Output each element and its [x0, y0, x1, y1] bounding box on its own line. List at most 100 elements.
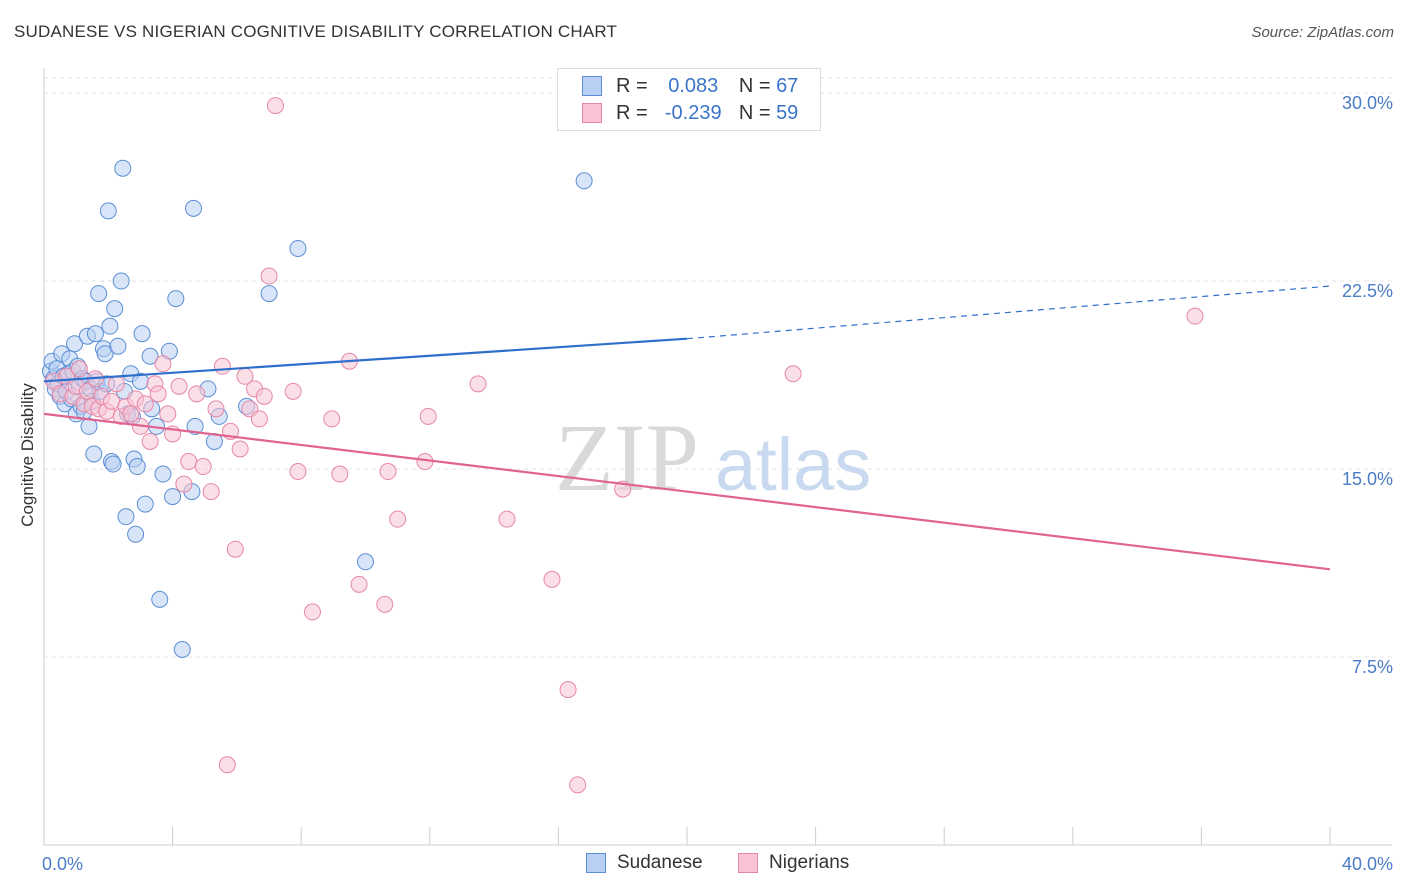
sudanese-point	[106, 300, 124, 318]
sudanese-point	[133, 325, 151, 343]
nigerian-point	[218, 756, 236, 774]
trend-line-nigerians	[43, 412, 1331, 571]
legend-r-label: R =	[616, 102, 648, 124]
stats-legend: R = 0.083 N = 67 R = -0.239 N = 59	[557, 68, 821, 131]
sudanese-point	[66, 335, 84, 353]
nigerian-point	[784, 365, 802, 383]
data-points	[41, 97, 1204, 794]
sudanese-point	[109, 337, 127, 355]
trend-line-sudanese-extension	[686, 285, 1331, 340]
nigerian-point	[350, 575, 368, 593]
nigerian-point	[266, 97, 284, 115]
nigerian-point	[419, 407, 437, 425]
nigerian-point	[170, 377, 188, 395]
trend-lines	[43, 285, 1331, 571]
legend-n-value: 67	[776, 75, 799, 97]
nigerian-point	[379, 463, 397, 481]
y-axis-label: Cognitive Disability	[18, 383, 37, 527]
legend-n-label: N =	[738, 75, 771, 97]
sudanese-point	[164, 488, 182, 506]
nigerian-point	[323, 410, 341, 428]
nigerian-point	[231, 440, 249, 458]
nigerian-point	[1186, 307, 1204, 325]
series-name-nigerians: Nigerians	[769, 852, 850, 873]
sudanese-point	[117, 508, 135, 526]
nigerian-point	[250, 410, 268, 428]
sudanese-point	[112, 272, 130, 290]
sudanese-point	[101, 317, 119, 335]
nigerian-point	[70, 360, 88, 378]
nigerian-point	[284, 382, 302, 400]
sudanese-point	[85, 445, 103, 463]
y-tick-label: 7.5%	[1352, 657, 1393, 677]
sudanese-point	[90, 285, 108, 303]
nigerian-point	[107, 375, 125, 393]
y-tick-label: 22.5%	[1342, 281, 1393, 301]
sudanese-point	[184, 199, 202, 217]
nigerian-point	[289, 463, 307, 481]
legend-n-label: N =	[738, 102, 771, 124]
sudanese-point	[357, 553, 374, 571]
x-tick-label-min: 0.0%	[42, 854, 83, 874]
series-swatch-sudanese	[586, 853, 606, 873]
watermark-atlas: atlas	[715, 423, 871, 506]
sudanese-point	[99, 202, 117, 220]
y-tick-label: 15.0%	[1342, 469, 1393, 489]
nigerian-point	[260, 267, 278, 285]
legend-r-label: R =	[616, 75, 648, 97]
sudanese-point	[114, 159, 132, 177]
nigerian-point	[194, 458, 212, 476]
chart-title: SUDANESE VS NIGERIAN COGNITIVE DISABILIT…	[14, 22, 618, 41]
nigerian-point	[376, 595, 394, 613]
legend-r-value: 0.083	[668, 75, 719, 97]
legend-r-value: -0.239	[664, 102, 722, 124]
nigerian-point	[149, 385, 167, 403]
nigerian-point	[498, 510, 516, 528]
nigerian-point	[175, 475, 193, 493]
sudanese-point	[141, 347, 159, 365]
sudanese-point	[86, 325, 104, 343]
sudanese-point	[173, 640, 191, 658]
sudanese-point	[260, 285, 278, 303]
sudanese-point	[127, 525, 145, 543]
axes	[43, 68, 1392, 846]
legend-swatch-nigerians	[582, 103, 602, 123]
nigerian-point	[303, 603, 321, 621]
nigerian-point	[103, 392, 121, 410]
nigerian-point	[543, 570, 561, 588]
nigerian-point	[154, 355, 172, 373]
nigerian-point	[255, 387, 273, 405]
legend-swatch-sudanese	[582, 76, 602, 96]
nigerian-point	[159, 405, 177, 423]
tick-labels: 7.5% 15.0% 22.5% 30.0% 0.0% 40.0%	[42, 93, 1393, 874]
series-swatch-nigerians	[738, 853, 758, 873]
nigerian-point	[136, 395, 154, 413]
x-tick-label-max: 40.0%	[1342, 854, 1393, 874]
legend-n-value: 59	[776, 102, 799, 124]
source-label: Source: ZipAtlas.com	[1251, 24, 1394, 41]
sudanese-point	[289, 239, 307, 257]
sudanese-point	[96, 345, 114, 363]
sudanese-point	[167, 290, 185, 308]
sudanese-point	[128, 458, 146, 476]
nigerian-point	[207, 400, 225, 418]
nigerian-point	[202, 483, 220, 501]
nigerian-point	[122, 405, 140, 423]
nigerian-point	[188, 385, 206, 403]
sudanese-point	[154, 465, 172, 483]
nigerian-point	[213, 357, 231, 375]
nigerian-point	[569, 776, 587, 794]
nigerian-point	[469, 375, 487, 393]
nigerian-point	[226, 540, 244, 558]
sudanese-point	[136, 495, 154, 513]
sudanese-point	[151, 590, 169, 608]
nigerian-point	[559, 681, 577, 699]
nigerian-point	[141, 432, 159, 450]
trend-line-sudanese	[43, 337, 688, 383]
nigerian-point	[180, 453, 198, 471]
series-name-sudanese: Sudanese	[617, 852, 703, 873]
nigerian-point	[389, 510, 407, 528]
sudanese-point	[104, 455, 122, 473]
sudanese-point	[575, 172, 593, 190]
y-tick-label: 30.0%	[1342, 93, 1393, 113]
